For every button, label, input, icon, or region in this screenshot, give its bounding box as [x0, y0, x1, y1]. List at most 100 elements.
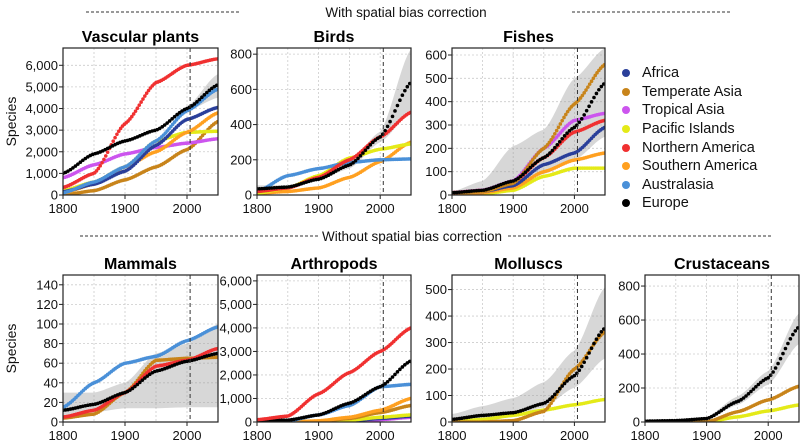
y-tick-label: 800 [618, 279, 640, 294]
y-tick-label: 120 [36, 297, 58, 312]
point-europe [791, 332, 795, 337]
legend-label: Tropical Asia [642, 102, 725, 119]
point-temperate-asia [558, 122, 563, 126]
point-europe [773, 366, 778, 370]
plot-area [63, 324, 218, 420]
y-tick-label: 1,000 [25, 166, 58, 181]
point-northern-america [100, 160, 104, 165]
point-europe [71, 166, 75, 170]
point-europe [545, 153, 550, 158]
point-europe [584, 355, 589, 360]
y-tick-label: 100 [425, 388, 447, 403]
band-europe [452, 286, 605, 421]
series-europe [452, 82, 605, 195]
point-europe [565, 379, 569, 383]
point-australasia [408, 382, 411, 387]
point-europe [407, 81, 411, 86]
panel-mammals: 1800 1900 2000 0 20 40 60 80 100 120 140 Mammals Spe… [3, 256, 219, 441]
point-europe [366, 145, 370, 150]
x-tick-label: 1900 [499, 428, 528, 441]
y-tick-label: 400 [425, 94, 447, 109]
point-southern-america [408, 396, 411, 401]
point-europe [172, 114, 177, 119]
point-europe [594, 91, 599, 96]
panel-title: Mammals [104, 256, 177, 273]
point-europe [521, 172, 525, 177]
point-europe [195, 100, 199, 104]
point-europe [555, 389, 560, 394]
point-europe [373, 138, 378, 142]
point-europe [73, 164, 78, 168]
series-southern-america [257, 140, 411, 195]
point-europe [130, 386, 135, 391]
series-australasia [63, 87, 218, 195]
y-tick-label: 200 [618, 381, 640, 396]
point-northern-america [143, 94, 147, 98]
point-europe [76, 162, 80, 166]
x-tick-label: 2000 [173, 428, 202, 441]
point-temperate-asia [551, 135, 555, 139]
point-europe [368, 143, 373, 147]
legend-label: Temperate Asia [642, 83, 742, 100]
point-europe [388, 119, 392, 124]
y-tick-label: 3,000 [219, 344, 252, 359]
y-tick-label: 600 [230, 82, 252, 97]
plot-area [63, 57, 218, 195]
point-pacific-islands [796, 403, 799, 407]
point-europe [518, 174, 523, 179]
point-europe [390, 114, 395, 119]
point-northern-america [215, 57, 218, 61]
y-tick-label: 20 [44, 395, 58, 410]
point-europe [751, 387, 756, 391]
point-northern-america [130, 114, 134, 119]
point-europe [170, 116, 174, 121]
point-temperate-asia [796, 384, 799, 389]
point-europe [594, 337, 599, 342]
point-europe [133, 384, 137, 389]
point-europe [783, 346, 788, 351]
plot-area [452, 286, 605, 422]
point-europe [557, 139, 562, 144]
point-europe [754, 384, 758, 389]
point-temperate-asia [578, 96, 583, 100]
panel-title: Arthropods [290, 256, 377, 273]
point-temperate-asia [549, 401, 553, 406]
band-europe [452, 48, 605, 194]
panel-title: Vascular plants [82, 29, 199, 46]
point-europe [167, 119, 172, 123]
legend-marker-icon [622, 106, 630, 115]
point-europe [160, 125, 164, 129]
point-europe [533, 161, 538, 165]
y-tick-label: 300 [425, 335, 447, 350]
x-tick-label: 1800 [49, 201, 78, 216]
x-tick-label: 1900 [692, 428, 721, 441]
point-europe [582, 360, 586, 365]
y-tick-label: 400 [425, 309, 447, 324]
point-northern-america [137, 103, 142, 107]
legend-marker-icon [622, 87, 630, 96]
point-northern-america [135, 106, 140, 111]
point-europe [388, 377, 392, 382]
y-tick-label: 0 [51, 188, 58, 203]
point-europe [795, 326, 799, 330]
point-europe [371, 140, 375, 145]
panel-birds: 1800 1900 2000 0 200 400 600 800 Birds [230, 29, 412, 216]
point-europe [599, 329, 604, 334]
legend-item: Europe [622, 194, 757, 213]
legend-marker-icon [622, 180, 630, 189]
x-tick-label: 2000 [754, 428, 783, 441]
point-africa [215, 105, 218, 110]
panel-title: Crustaceans [674, 256, 770, 273]
point-africa [602, 125, 605, 130]
point-europe [190, 104, 194, 108]
x-tick-label: 2000 [560, 201, 589, 216]
point-northern-america [111, 139, 116, 143]
point-europe [398, 367, 402, 372]
point-europe [768, 373, 773, 378]
y-tick-label: 80 [44, 336, 58, 351]
x-tick-label: 2000 [366, 201, 395, 216]
y-tick-label: 3,000 [25, 123, 58, 138]
point-europe [403, 88, 407, 93]
point-temperate-asia [593, 73, 598, 78]
